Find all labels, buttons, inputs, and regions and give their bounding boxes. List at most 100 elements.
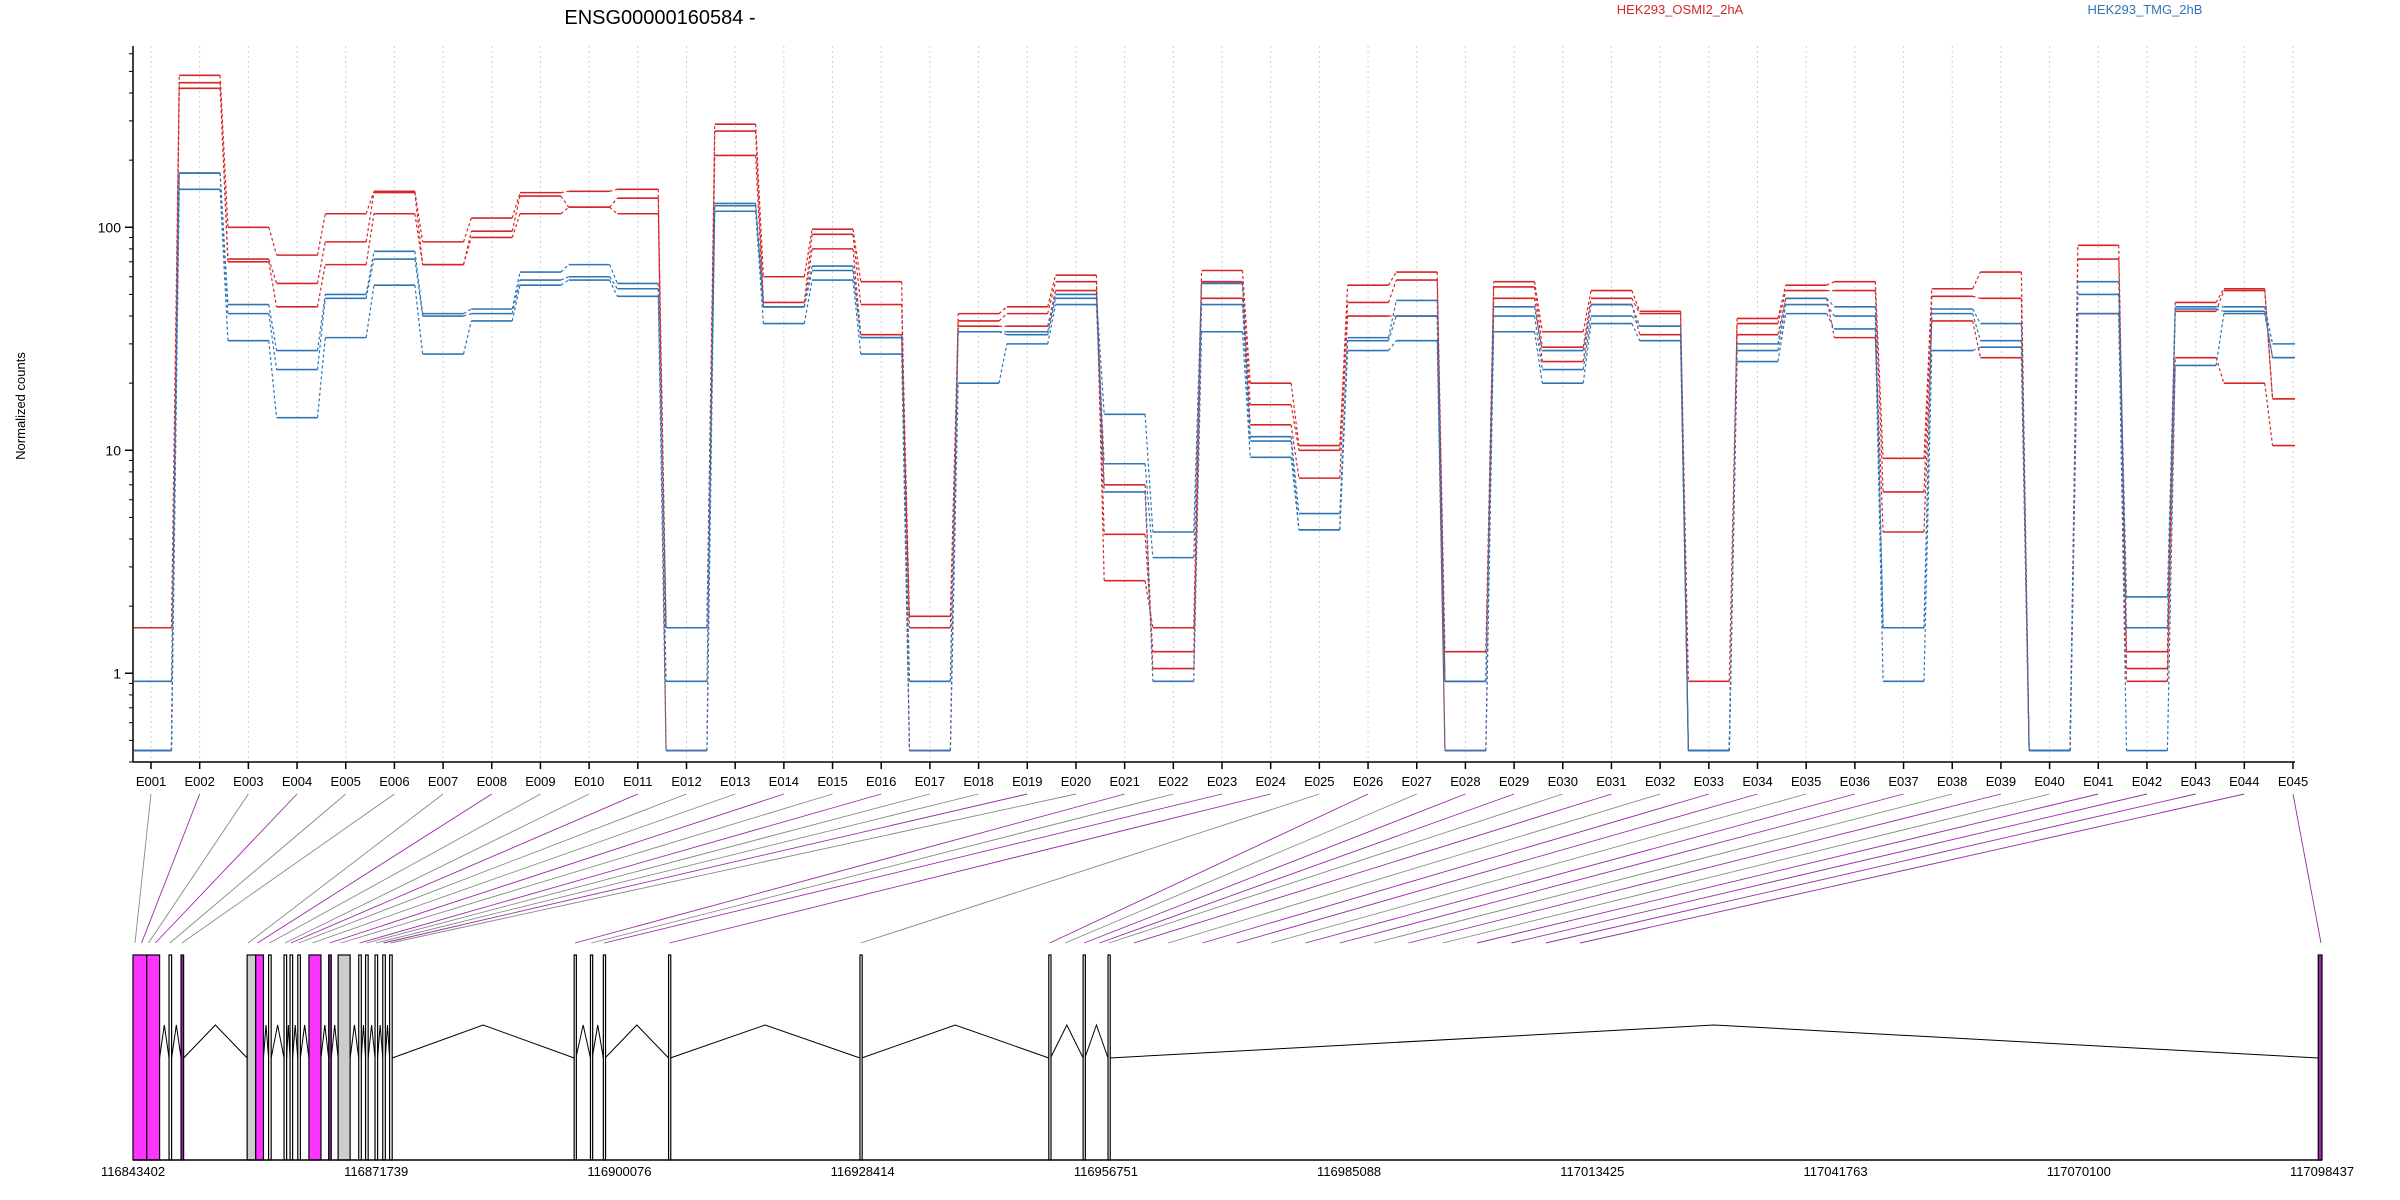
exon-map-line	[134, 793, 152, 944]
series-connector	[609, 206, 618, 215]
exon-tick-label: E026	[1353, 774, 1383, 789]
series-connector	[706, 205, 716, 628]
series-connector	[1144, 491, 1154, 682]
intron-line	[292, 1024, 299, 1059]
series-connector	[1290, 436, 1300, 514]
series-connector	[1582, 304, 1592, 351]
exon-tick-label: E033	[1694, 774, 1724, 789]
series-connector	[706, 211, 716, 751]
series-connector	[1582, 298, 1592, 348]
series-connector	[219, 75, 229, 228]
series-connector	[1874, 328, 1884, 682]
exon-map-line	[257, 793, 493, 944]
exon-tick-label: E029	[1499, 774, 1529, 789]
series-connector	[1047, 294, 1057, 332]
series-connector	[560, 190, 569, 194]
exon-block	[382, 954, 386, 1161]
series-connector	[1387, 315, 1397, 341]
intron-line	[591, 1024, 604, 1059]
exon-tick-label: E008	[477, 774, 507, 789]
series-connector	[1241, 331, 1251, 458]
exon-map-line	[1580, 793, 2245, 944]
series-connector	[560, 206, 570, 215]
exon-map-line	[329, 793, 785, 944]
exon-map-line	[1373, 793, 1953, 944]
intron-line	[1050, 1023, 1084, 1059]
exon-tick-label: E007	[428, 774, 458, 789]
exon-tick-label: E012	[671, 774, 701, 789]
exon-block	[308, 954, 322, 1161]
exon-map-line	[1476, 793, 2099, 944]
exon-map-line	[154, 793, 298, 944]
series-connector	[1826, 297, 1835, 308]
exon-block	[667, 954, 672, 1161]
series-connector	[2166, 308, 2176, 628]
series-connector	[2020, 347, 2030, 751]
series-connector	[268, 227, 278, 256]
series-connector	[2264, 313, 2274, 358]
series-connector	[1631, 315, 1641, 327]
series-connector	[1436, 340, 1446, 751]
genomic-tick-label: 117070100	[2047, 1164, 2111, 1179]
intron-line	[320, 1024, 330, 1059]
exon-block	[328, 954, 332, 1161]
series-connector	[1241, 270, 1251, 384]
exon-block	[389, 954, 393, 1161]
series-connector	[852, 229, 862, 282]
series-connector	[1728, 323, 1738, 682]
series-connector	[2215, 288, 2225, 303]
exon-map-line	[669, 793, 1271, 944]
intron-line	[575, 1024, 591, 1059]
series-connector	[609, 264, 618, 284]
exon-map-line	[1545, 793, 2196, 944]
series-connector	[462, 231, 472, 265]
exon-tick-label: E038	[1937, 774, 1967, 789]
exon-tick-label: E036	[1840, 774, 1870, 789]
series-connector	[219, 189, 229, 341]
genomic-tick-label: 117013425	[1560, 1164, 1624, 1179]
series-connector	[901, 334, 911, 628]
series-connector	[316, 298, 326, 370]
series-connector	[1972, 271, 1982, 290]
exon-map-line	[298, 793, 687, 944]
series-connector	[803, 270, 813, 307]
series-connector	[365, 285, 375, 338]
series-connector	[316, 337, 326, 418]
exon-block	[374, 954, 379, 1161]
genomic-tick-label: 116900076	[587, 1164, 651, 1179]
series-connector	[1193, 283, 1203, 533]
series-connector	[2118, 294, 2128, 628]
exon-tick-label: E022	[1158, 774, 1188, 789]
series-connector	[511, 271, 521, 310]
series-connector	[268, 261, 278, 307]
intron-line	[604, 1024, 669, 1059]
intron-line	[159, 1024, 170, 1059]
intron-line	[171, 1024, 182, 1059]
intron-line	[392, 1024, 575, 1059]
genomic-tick-label: 117041763	[1804, 1164, 1868, 1179]
series-connector	[268, 340, 278, 418]
exon-block	[289, 954, 294, 1161]
series-connector	[755, 124, 765, 277]
genomic-tick-label: 116871739	[344, 1164, 408, 1179]
intron-line	[670, 1024, 861, 1059]
exon-block	[297, 954, 301, 1161]
series-connector	[901, 304, 911, 617]
series-connector	[1631, 304, 1641, 335]
series-connector	[1679, 326, 1689, 751]
genomic-tick-label: 116956751	[1074, 1164, 1138, 1179]
series-connector	[170, 173, 180, 682]
series-connector	[2264, 306, 2274, 344]
series-connector	[657, 288, 667, 628]
untested-exon-block	[337, 954, 351, 1161]
exon-tick-label: E010	[574, 774, 604, 789]
series-connector	[219, 88, 229, 262]
series-connector	[998, 313, 1008, 322]
exon-map-line	[1270, 793, 1807, 944]
series-connector	[2166, 306, 2176, 597]
series-connector	[803, 234, 813, 303]
exon-tick-label: E005	[331, 774, 361, 789]
series-connector	[511, 195, 521, 232]
series-connector	[1972, 308, 1981, 324]
exon-map-line	[1511, 793, 2148, 944]
